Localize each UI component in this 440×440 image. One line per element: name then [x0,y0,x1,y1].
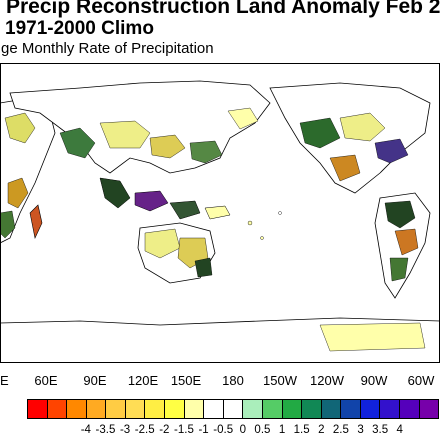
longitude-label: 60E [34,373,58,388]
antarctica-land [0,317,440,363]
colorbar-tick-label: -2.5 [134,424,155,436]
australia-land [137,222,216,284]
colorbar-swatch [165,399,185,419]
colorbar [27,399,440,419]
colorbar-tick-label: 0.5 [254,424,271,436]
longitude-label: 90E [83,373,107,388]
colorbar-tick-label: 2 [318,424,325,436]
colorbar-swatch [223,399,244,419]
colorbar-tick-label: 3.5 [372,424,389,436]
longitude-label: 150E [170,373,202,388]
colorbar-swatch [204,399,224,419]
colorbar-tick-label: 1.5 [293,424,310,436]
colorbar-tick-label: 3 [357,424,364,436]
colorbar-swatch [184,399,205,419]
longitude-label: 120W [310,373,344,388]
colorbar-swatch [106,399,126,419]
colorbar-swatch [67,399,87,419]
southeast-asia-land [99,177,231,220]
longitude-label: E [0,373,9,388]
longitude-label: 150W [263,373,297,388]
colorbar-swatch [399,399,420,419]
colorbar-tick-label: -1.5 [174,424,194,436]
colorbar-swatch [360,399,381,419]
colorbar-tick-label: -0.5 [213,424,234,436]
colorbar-swatch [243,399,263,419]
colorbar-swatch [262,399,283,419]
colorbar-swatch [341,399,361,419]
colorbar-tick-label: 4 [396,424,403,436]
colorbar-tick-label: -4 [80,424,91,436]
map-climatology-line: 1971-2000 Climo [5,18,154,39]
africa-land [0,97,56,244]
colorbar-tick-label: 0 [239,424,246,436]
colorbar-tick-label: -1 [198,424,209,436]
north-america-land [269,82,431,194]
colorbar-tick-label: 1 [278,424,286,436]
colorbar-swatch [86,399,107,419]
south-america-land [374,192,431,299]
colorbar-swatch [125,399,146,419]
colorbar-swatch [419,399,440,419]
map-title: Precip Reconstruction Land Anomaly Feb 2… [6,0,440,18]
longitude-label: 120E [127,373,159,388]
colorbar-swatch [302,399,322,419]
longitude-label: 60W [407,373,435,388]
colorbar-tick-label: -3.5 [95,424,116,436]
colorbar-tick-label: -2 [159,424,170,436]
eurasia-land [9,80,271,174]
colorbar-swatch [282,399,303,419]
colorbar-tick-label: -3 [119,424,131,436]
colorbar-swatch [47,399,68,419]
pacific-islands [247,211,282,240]
colorbar-swatch [380,399,400,419]
colorbar-tick-label: 2.5 [332,424,349,436]
colorbar-swatch [321,399,342,419]
world-anomaly-map [0,63,440,363]
colorbar-swatch [27,399,48,419]
colorbar-swatch [145,399,166,419]
longitude-label: 180 [222,373,244,388]
longitude-label: 90W [360,373,388,388]
map-subtitle: ge Monthly Rate of Precipitation [1,40,214,57]
